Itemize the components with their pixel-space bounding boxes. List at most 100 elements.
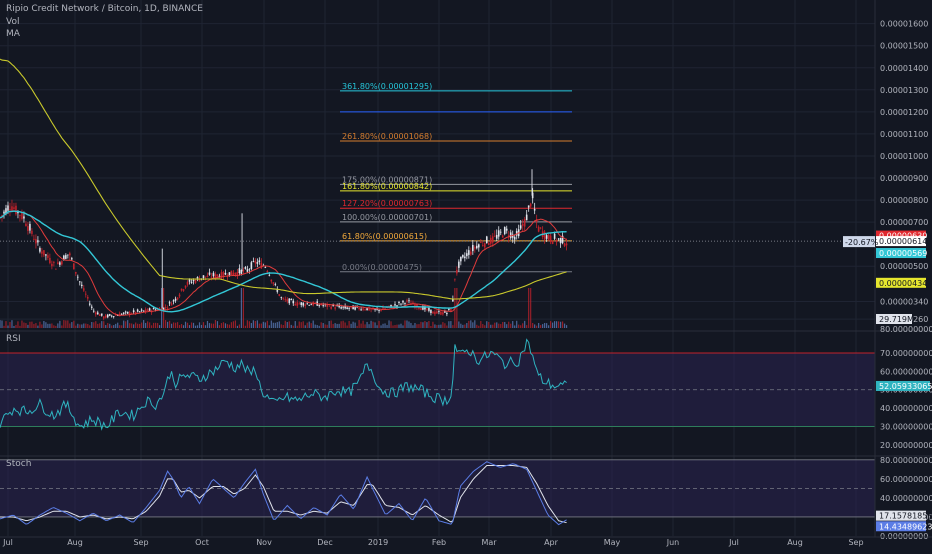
candle-body bbox=[348, 308, 350, 310]
candle-body bbox=[555, 239, 558, 243]
candle-body bbox=[63, 255, 65, 261]
volume-bar bbox=[204, 325, 207, 328]
candle-body bbox=[531, 192, 534, 199]
candle-body bbox=[330, 306, 332, 309]
volume-bar bbox=[420, 321, 422, 328]
candle-body bbox=[37, 240, 39, 243]
volume-layer bbox=[0, 288, 568, 328]
volume-bar bbox=[250, 323, 252, 328]
volume-bar bbox=[480, 321, 482, 328]
stoch-d-box bbox=[876, 521, 926, 532]
volume-bar bbox=[488, 322, 490, 328]
time-axis-tick: Mar bbox=[481, 538, 497, 547]
candle-body bbox=[472, 244, 474, 252]
volume-bar bbox=[254, 321, 256, 328]
candle-body bbox=[114, 314, 117, 316]
candle-body bbox=[378, 309, 380, 311]
volume-bar bbox=[446, 325, 448, 328]
volume-bar bbox=[378, 320, 380, 328]
candle-body bbox=[69, 253, 71, 256]
volume-bar bbox=[113, 325, 115, 328]
volume-bar bbox=[202, 322, 205, 328]
candle-body bbox=[79, 281, 81, 283]
volume-bar bbox=[53, 325, 55, 328]
ma-indicator-label[interactable]: MA bbox=[6, 29, 20, 39]
candle-body bbox=[208, 272, 211, 275]
volume-bar bbox=[332, 323, 334, 328]
candle-body bbox=[460, 256, 462, 262]
candle-body bbox=[75, 271, 77, 274]
volume-bar bbox=[460, 323, 462, 328]
time-axis-tick: Aug bbox=[67, 538, 83, 547]
candle-body bbox=[430, 309, 432, 313]
candle-body bbox=[216, 274, 219, 277]
volume-bar bbox=[47, 323, 49, 328]
volume-bar bbox=[129, 323, 131, 328]
price-axis-tick: 0.00000900 bbox=[880, 174, 928, 183]
volume-bar bbox=[268, 325, 270, 328]
time-axis-tick: Aug bbox=[787, 538, 803, 547]
candle-body bbox=[543, 231, 546, 240]
candle-body bbox=[499, 231, 502, 233]
volume-bar bbox=[320, 322, 322, 328]
candle-body bbox=[130, 313, 133, 315]
rsi-layer: RSI bbox=[0, 330, 932, 431]
candle-body bbox=[90, 306, 93, 308]
price-tag-box bbox=[876, 230, 926, 241]
volume-indicator-label[interactable]: Vol bbox=[6, 17, 20, 27]
candle-body bbox=[41, 251, 43, 254]
time-axis-tick: Nov bbox=[256, 538, 272, 547]
volume-bar bbox=[536, 325, 538, 328]
fib-level-label: 161.80%(0.00000842) bbox=[342, 182, 432, 191]
volume-bar bbox=[298, 321, 300, 328]
candle-body bbox=[298, 303, 301, 305]
candle-body bbox=[408, 300, 410, 302]
volume-bar bbox=[11, 320, 13, 328]
candle-body bbox=[551, 240, 554, 244]
volume-bar bbox=[326, 324, 328, 328]
volume-bar bbox=[262, 321, 264, 328]
volume-bar bbox=[91, 322, 93, 328]
volume-bar bbox=[272, 322, 274, 328]
candle-body bbox=[326, 304, 328, 307]
volume-bar bbox=[260, 323, 262, 328]
volume-bar bbox=[494, 322, 496, 328]
candle-body bbox=[384, 308, 386, 309]
volume-bar bbox=[490, 324, 492, 328]
rsi-axis-tick: 40.00000000 bbox=[880, 404, 932, 413]
volume-bar bbox=[5, 321, 7, 328]
candle-body bbox=[164, 307, 167, 308]
volume-bar bbox=[530, 288, 532, 328]
volume-bar bbox=[565, 325, 568, 328]
volume-bar bbox=[404, 320, 406, 328]
candle-body bbox=[152, 308, 155, 310]
volume-bar bbox=[57, 323, 59, 328]
candle-body bbox=[470, 251, 472, 255]
candle-body bbox=[547, 234, 550, 240]
candle-body bbox=[180, 288, 183, 291]
candle-body bbox=[29, 223, 31, 231]
volume-bar bbox=[109, 323, 111, 328]
ma-mid-line bbox=[0, 210, 567, 313]
candle-body bbox=[67, 254, 69, 256]
candle-body bbox=[334, 307, 336, 309]
candle-body bbox=[304, 304, 307, 306]
candle-body bbox=[248, 269, 251, 271]
volume-bar bbox=[37, 325, 39, 328]
candle-body bbox=[128, 312, 131, 315]
volume-bar bbox=[434, 324, 436, 328]
volume-bar bbox=[266, 320, 268, 328]
price-axis-tick: 0.00000500 bbox=[880, 262, 928, 271]
volume-bar bbox=[141, 322, 143, 328]
candle-body bbox=[442, 312, 444, 315]
volume-bar bbox=[274, 322, 276, 328]
candle-body bbox=[1, 215, 3, 216]
volume-bar bbox=[294, 321, 296, 328]
candle-body bbox=[340, 307, 342, 309]
volume-bar bbox=[186, 322, 189, 328]
candle-body bbox=[358, 307, 360, 310]
candle-body bbox=[390, 304, 392, 307]
rsi-value-box bbox=[876, 380, 930, 391]
price-axis-tick: 0.00001600 bbox=[880, 20, 928, 29]
